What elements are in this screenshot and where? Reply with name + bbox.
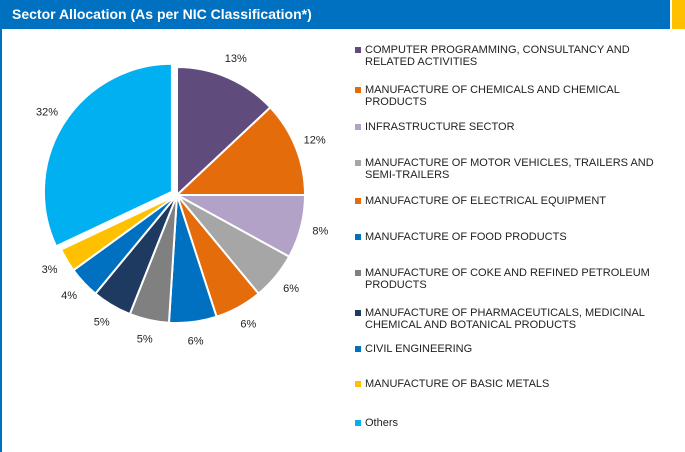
legend-label: COMPUTER PROGRAMMING, CONSULTANCY AND RE… — [365, 44, 630, 68]
legend-item: MANUFACTURE OF COKE AND REFINED PETROLEU… — [355, 267, 675, 291]
legend-label: MANUFACTURE OF ELECTRICAL EQUIPMENT — [365, 195, 607, 207]
data-label: 6% — [240, 319, 256, 331]
data-label: 6% — [283, 283, 299, 295]
data-label: 6% — [188, 336, 204, 348]
legend-label: MANUFACTURE OF FOOD PRODUCTS — [365, 231, 567, 243]
data-label: 4% — [61, 290, 77, 302]
data-label: 32% — [36, 106, 58, 118]
legend-swatch — [355, 270, 361, 276]
data-label: 5% — [94, 316, 110, 328]
left-border — [0, 29, 2, 452]
legend-label: MANUFACTURE OF PHARMACEUTICALS, MEDICINA… — [365, 307, 645, 331]
legend-swatch — [355, 381, 361, 387]
data-label: 13% — [225, 53, 247, 65]
chart-title: Sector Allocation (As per NIC Classifica… — [12, 6, 312, 22]
legend-swatch — [355, 420, 361, 426]
legend-swatch — [355, 346, 361, 352]
legend-swatch — [355, 198, 361, 204]
pie-slice — [176, 65, 272, 198]
legend-item: MANUFACTURE OF MOTOR VEHICLES, TRAILERS … — [355, 157, 675, 181]
legend-label: CIVIL ENGINEERING — [365, 343, 473, 355]
legend-swatch — [355, 87, 361, 93]
legend-item: Others — [355, 417, 675, 429]
legend-item: MANUFACTURE OF BASIC METALS — [355, 378, 675, 390]
pie-slice — [59, 194, 178, 272]
pie-slice — [42, 62, 173, 248]
legend-swatch — [355, 47, 361, 53]
header-bar: Sector Allocation (As per NIC Classifica… — [0, 0, 670, 29]
data-label: 8% — [312, 226, 328, 238]
legend-label: MANUFACTURE OF BASIC METALS — [365, 378, 550, 390]
data-label: 12% — [304, 134, 326, 146]
legend-swatch — [355, 234, 361, 240]
data-label: 3% — [42, 264, 58, 276]
legend-item: COMPUTER PROGRAMMING, CONSULTANCY AND RE… — [355, 44, 675, 68]
legend-item: MANUFACTURE OF PHARMACEUTICALS, MEDICINA… — [355, 307, 675, 331]
legend-swatch — [355, 310, 361, 316]
legend-swatch — [355, 160, 361, 166]
pie-slice — [174, 105, 307, 196]
legend-swatch — [355, 124, 361, 130]
header-accent — [672, 0, 685, 29]
legend-item: MANUFACTURE OF CHEMICALS AND CHEMICAL PR… — [355, 84, 675, 108]
legend-label: INFRASTRUCTURE SECTOR — [365, 121, 515, 133]
legend-item: MANUFACTURE OF FOOD PRODUCTS — [355, 231, 675, 243]
legend-item: INFRASTRUCTURE SECTOR — [355, 121, 675, 133]
legend-label: MANUFACTURE OF MOTOR VEHICLES, TRAILERS … — [365, 157, 654, 181]
legend-label: MANUFACTURE OF CHEMICALS AND CHEMICAL PR… — [365, 84, 620, 108]
legend-label: Others — [365, 417, 399, 429]
data-label: 5% — [137, 333, 153, 345]
legend-label: MANUFACTURE OF COKE AND REFINED PETROLEU… — [365, 267, 650, 291]
legend-item: CIVIL ENGINEERING — [355, 343, 675, 355]
legend-item: MANUFACTURE OF ELECTRICAL EQUIPMENT — [355, 195, 675, 207]
